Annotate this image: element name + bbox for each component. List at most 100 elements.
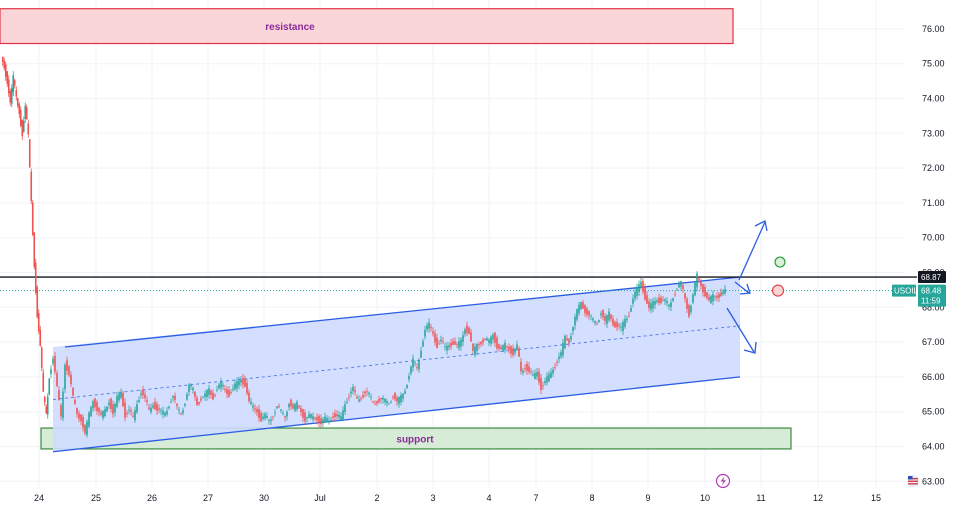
signal-circle-up[interactable] xyxy=(774,256,786,268)
candle-body xyxy=(522,370,524,373)
candle-body xyxy=(408,376,410,380)
candle-body xyxy=(546,376,548,383)
candle-body xyxy=(570,336,572,340)
candle-body xyxy=(414,361,416,363)
candle-body xyxy=(264,413,266,419)
candle-body xyxy=(450,342,452,347)
candles[interactable] xyxy=(1,56,726,438)
candle-body xyxy=(328,420,330,423)
support-zone[interactable] xyxy=(40,427,792,450)
candle-body xyxy=(212,392,214,400)
candle-body xyxy=(354,390,356,392)
candle-body xyxy=(602,309,604,318)
candle-body xyxy=(150,407,152,413)
projection-arrows[interactable] xyxy=(726,220,768,354)
candle-body xyxy=(716,296,718,298)
candle-body xyxy=(422,341,424,347)
price-tag-value: 68.48 xyxy=(921,287,942,296)
candle-body xyxy=(400,394,402,403)
candle-body xyxy=(396,397,398,402)
candle-body xyxy=(224,389,226,390)
candle-body xyxy=(122,392,124,407)
candle-body xyxy=(242,377,244,385)
candle-body xyxy=(656,300,658,302)
candle-body xyxy=(198,402,200,404)
candle-body xyxy=(394,392,396,400)
channel-lower-line[interactable] xyxy=(52,376,741,453)
candle-body xyxy=(458,341,460,349)
candle-body xyxy=(27,123,30,135)
candle-body xyxy=(492,334,494,340)
candle-body xyxy=(102,410,104,418)
candle-body xyxy=(310,414,312,418)
candle-body xyxy=(250,402,252,404)
candle-body xyxy=(344,404,346,413)
candle-body xyxy=(138,400,140,403)
candle-body xyxy=(19,109,22,126)
resistance-label: resistance xyxy=(265,22,315,33)
time-tick-label: 12 xyxy=(813,493,823,503)
candle-body xyxy=(446,346,448,351)
candle-body xyxy=(424,330,426,337)
candle-body xyxy=(18,104,21,114)
candle-body xyxy=(140,393,142,396)
price-tick-label: 76.00 xyxy=(922,24,945,34)
candle-body xyxy=(110,398,112,410)
lightning-icon[interactable] xyxy=(715,473,731,489)
candle-body xyxy=(37,313,40,332)
candle-body xyxy=(386,401,388,404)
candle-body xyxy=(306,417,308,419)
candle-body xyxy=(566,338,568,341)
candle-body xyxy=(48,378,51,395)
candle-body xyxy=(614,321,616,328)
channel-upper-line[interactable] xyxy=(64,276,741,348)
candle-body xyxy=(3,60,6,69)
candle-body xyxy=(630,308,632,312)
flag-icon[interactable] xyxy=(907,475,919,487)
candle-body xyxy=(15,90,18,97)
candle-body xyxy=(550,372,552,379)
resistance-zone[interactable] xyxy=(0,8,734,45)
candle-body xyxy=(642,280,644,292)
channel-mid-line[interactable] xyxy=(52,325,741,400)
candle-body xyxy=(326,418,328,422)
time-tick-label: 8 xyxy=(589,493,594,503)
candle-body xyxy=(280,409,282,411)
candle-body xyxy=(4,64,7,77)
candle-body xyxy=(586,308,588,315)
candle-body xyxy=(374,403,376,405)
candle-body xyxy=(518,348,520,357)
candle-body xyxy=(228,390,230,397)
candle-body xyxy=(104,409,106,417)
candle-body xyxy=(36,287,39,317)
candle-body xyxy=(164,412,166,416)
candle-body xyxy=(7,79,10,94)
candle-body xyxy=(312,416,314,420)
candle-body xyxy=(488,339,490,343)
candle-body xyxy=(462,335,464,343)
candle-body xyxy=(24,105,27,120)
candle-body xyxy=(498,344,500,349)
signal-circle-down[interactable] xyxy=(771,284,785,297)
candle-body xyxy=(600,313,602,315)
price-tick-label: 73.00 xyxy=(922,128,945,138)
candle-body xyxy=(404,391,406,394)
candle-body xyxy=(294,403,296,411)
candle-body xyxy=(706,292,708,298)
candle-body xyxy=(688,304,690,317)
channel-fill[interactable] xyxy=(53,277,740,452)
candle-body xyxy=(640,281,642,288)
candle-body xyxy=(644,287,646,300)
candle-body xyxy=(76,407,78,414)
candle-body xyxy=(234,383,236,390)
candle-body xyxy=(620,326,622,328)
time-axis[interactable]: 24 25 26 27 30 Jul 2 3 4 7 8 9 10 11 12 15 xyxy=(34,493,881,503)
candle-body xyxy=(1,56,4,62)
candle-body xyxy=(184,403,186,406)
candle-body xyxy=(31,202,34,235)
candle-body xyxy=(42,372,45,392)
price-axis[interactable]: 76.0075.0074.0073.0072.0071.0070.0069.00… xyxy=(922,24,945,486)
candle-body xyxy=(286,412,288,417)
candle-body xyxy=(474,346,476,356)
